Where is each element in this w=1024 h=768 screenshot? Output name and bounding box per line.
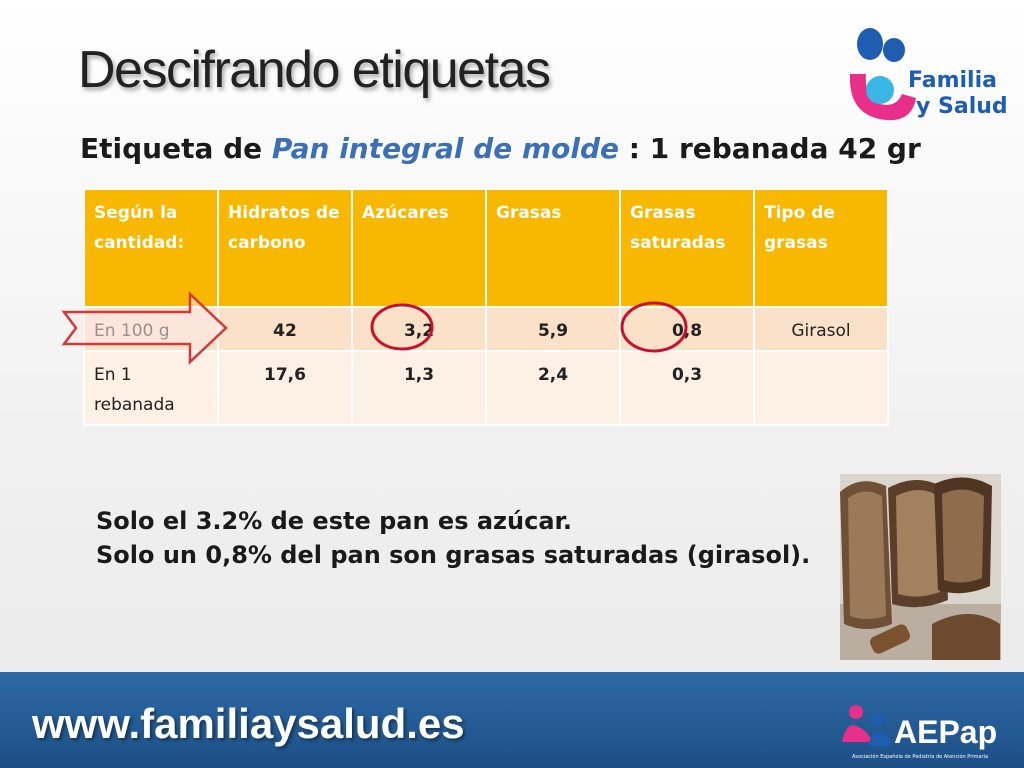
logo-y-salud-text: y Salud <box>916 94 1008 119</box>
slide-title: Descifrando etiquetas <box>78 41 551 99</box>
aepap-name: AEPap <box>894 714 998 750</box>
table-row: En 100 g 42 3,2 5,9 0,8 Girasol <box>83 306 889 352</box>
fat-type-cell: Girasol <box>753 306 889 352</box>
header-cell: Según la cantidad: <box>83 188 219 308</box>
header-cell: Grasas <box>485 188 621 308</box>
fat-cell: 2,4 <box>485 350 621 426</box>
aepap-logo: AEPap Asociación Española de Pediatría d… <box>838 702 1018 764</box>
header-cell: Azúcares <box>351 188 487 308</box>
aepap-subtitle: Asociación Española de Pediatría de Aten… <box>852 754 989 760</box>
carbs-cell: 17,6 <box>217 350 353 426</box>
logo-familia-text: Familia <box>908 68 997 93</box>
footer-bar <box>0 672 1024 768</box>
note-saturated-fat: Solo un 0,8% del pan son grasas saturada… <box>96 541 811 569</box>
aepap-figures-icon <box>842 705 892 746</box>
fat-type-cell <box>753 350 889 426</box>
saturated-fat-cell: 0,8 <box>619 306 755 352</box>
row-label-cell: En 100 g <box>83 306 219 352</box>
table-row: En 1 rebanada 17,6 1,3 2,4 0,3 <box>83 350 889 426</box>
subtitle-prefix: Etiqueta de <box>80 132 272 165</box>
header-cell: Tipo de grasas <box>753 188 889 308</box>
nutrition-table: Según la cantidad: Hidratos de carbono A… <box>83 188 889 426</box>
familia-y-salud-logo: Familia y Salud <box>842 24 1017 134</box>
bread-slices-image <box>840 474 1001 660</box>
row-label-cell: En 1 rebanada <box>83 350 219 426</box>
sugar-cell: 3,2 <box>351 306 487 352</box>
table-header-row: Según la cantidad: Hidratos de carbono A… <box>83 188 889 308</box>
website-link[interactable]: www.familiaysalud.es <box>32 700 465 747</box>
saturated-fat-cell: 0,3 <box>619 350 755 426</box>
product-name: Pan integral de molde <box>271 132 620 165</box>
slide-subtitle: Etiqueta de Pan integral de molde : 1 re… <box>80 132 921 165</box>
bread-photo <box>840 474 1001 660</box>
carbs-cell: 42 <box>217 306 353 352</box>
summary-notes: Solo el 3.2% de este pan es azúcar. Solo… <box>96 504 810 572</box>
note-sugar: Solo el 3.2% de este pan es azúcar. <box>96 507 573 535</box>
sugar-cell: 1,3 <box>351 350 487 426</box>
header-cell: Grasas saturadas <box>619 188 755 308</box>
fat-cell: 5,9 <box>485 306 621 352</box>
header-cell: Hidratos de carbono <box>217 188 353 308</box>
family-figures-icon <box>849 28 916 121</box>
subtitle-suffix: : 1 rebanada 42 gr <box>619 132 921 165</box>
